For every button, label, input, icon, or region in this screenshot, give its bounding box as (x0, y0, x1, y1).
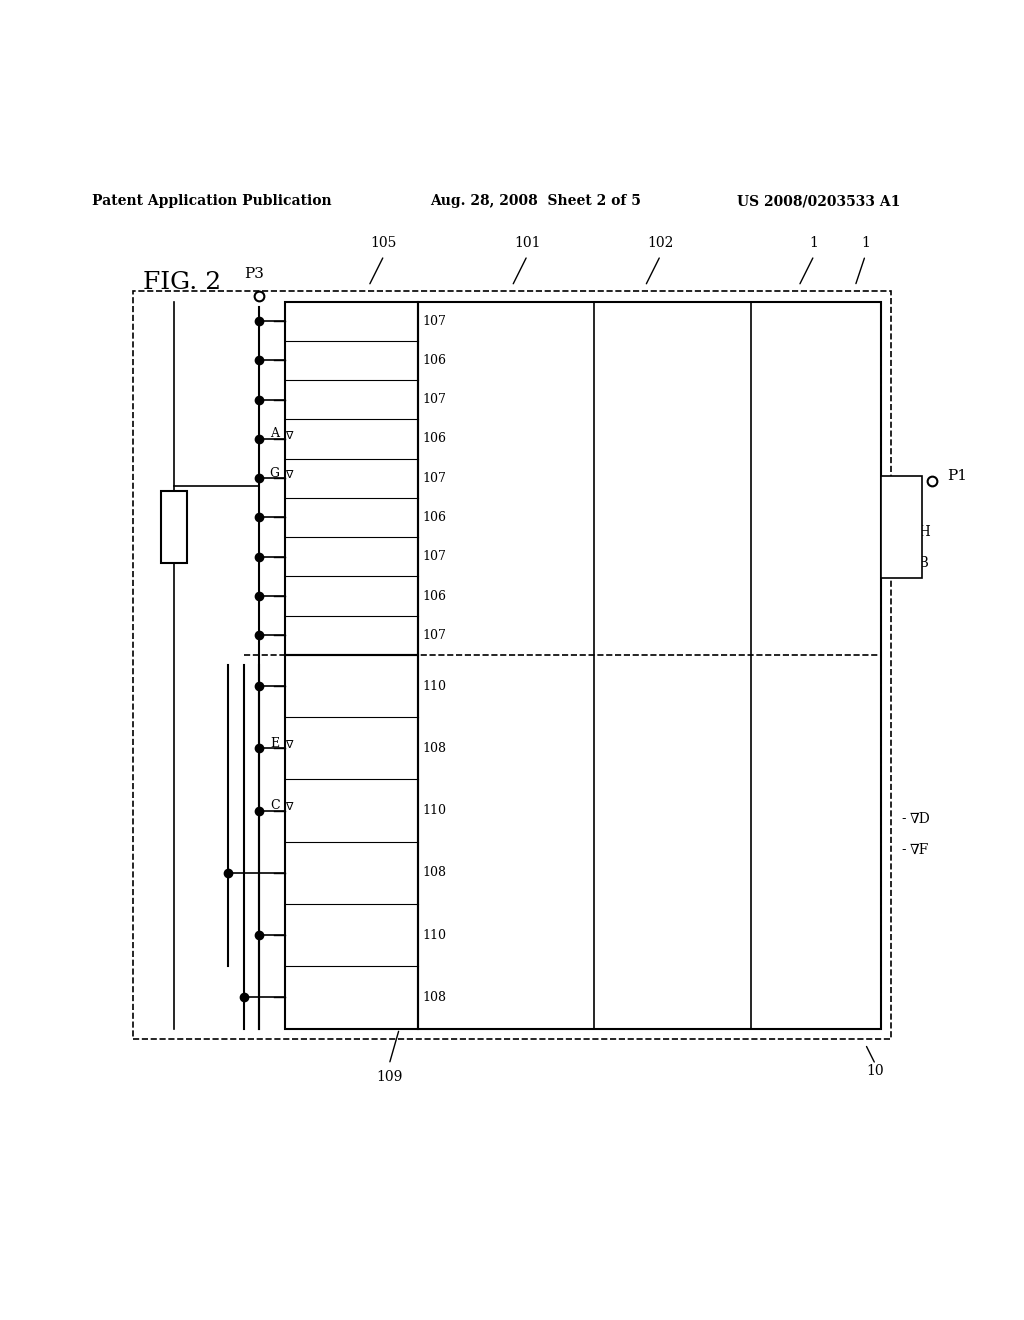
Text: ∇: ∇ (285, 470, 292, 480)
Text: 107: 107 (423, 393, 446, 407)
Text: 101: 101 (514, 236, 541, 251)
Bar (285, 655, 418, 1028)
Text: C: C (270, 799, 280, 812)
Text: -: - (901, 843, 905, 855)
Text: A: A (270, 428, 280, 441)
Text: FIG. 2: FIG. 2 (143, 271, 221, 294)
Text: ∇H: ∇H (909, 525, 931, 539)
Text: 108: 108 (423, 991, 446, 1005)
Bar (285, 301, 418, 655)
Text: 106: 106 (423, 354, 446, 367)
Text: G: G (269, 467, 280, 479)
Text: E: E (270, 737, 280, 750)
Text: 110: 110 (423, 929, 446, 941)
Text: 1: 1 (861, 236, 869, 251)
Text: 105: 105 (371, 236, 397, 251)
Text: P3: P3 (244, 267, 264, 281)
Text: 106: 106 (423, 590, 446, 602)
Text: 109: 109 (376, 1069, 402, 1084)
Bar (133, 292, 891, 1039)
Text: ∇F: ∇F (909, 842, 929, 857)
Text: ∇: ∇ (285, 803, 292, 813)
Text: 108: 108 (423, 866, 446, 879)
Text: -: - (901, 556, 905, 569)
Text: -: - (901, 525, 905, 539)
Text: P1: P1 (947, 469, 968, 483)
Bar (418, 301, 881, 1028)
Text: 110: 110 (423, 680, 446, 693)
Text: 108: 108 (423, 742, 446, 755)
Text: 1: 1 (810, 236, 818, 251)
Text: 106: 106 (423, 433, 446, 445)
Text: ∇B: ∇B (909, 556, 929, 570)
Text: Patent Application Publication: Patent Application Publication (92, 194, 332, 209)
Text: 102: 102 (647, 236, 674, 251)
Text: US 2008/0203533 A1: US 2008/0203533 A1 (737, 194, 901, 209)
Text: 107: 107 (423, 314, 446, 327)
Text: ∇: ∇ (285, 430, 292, 441)
Text: Aug. 28, 2008  Sheet 2 of 5: Aug. 28, 2008 Sheet 2 of 5 (430, 194, 641, 209)
Text: 107: 107 (423, 550, 446, 564)
Text: 106: 106 (423, 511, 446, 524)
Text: 10: 10 (866, 1064, 885, 1078)
Bar (881, 475, 922, 578)
Text: 4: 4 (159, 520, 169, 533)
Text: 107: 107 (423, 628, 446, 642)
Text: ∇: ∇ (285, 741, 292, 750)
Bar (162, 491, 186, 562)
Text: ∇D: ∇D (909, 812, 930, 826)
Text: 107: 107 (423, 471, 446, 484)
Text: -: - (901, 812, 905, 825)
Text: 110: 110 (423, 804, 446, 817)
